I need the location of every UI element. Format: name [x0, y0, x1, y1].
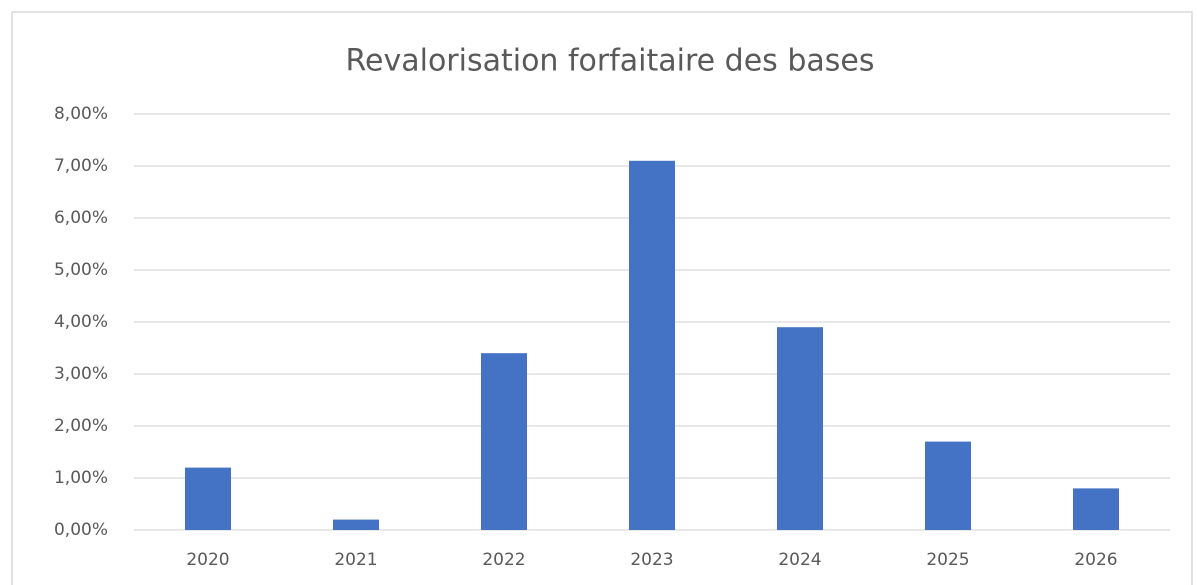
x-tick-label: 2025: [926, 550, 969, 570]
x-tick-label: 2021: [334, 550, 377, 570]
x-tick-label: 2023: [630, 550, 673, 570]
y-tick-label: 1,00%: [54, 468, 108, 488]
bar: [333, 519, 379, 530]
x-tick-label: 2024: [778, 550, 821, 570]
x-tick-label: 2022: [482, 550, 525, 570]
y-tick-label: 2,00%: [54, 416, 108, 436]
y-tick-label: 3,00%: [54, 364, 108, 384]
y-tick-label: 6,00%: [54, 208, 108, 228]
bar: [925, 441, 971, 530]
bar: [185, 467, 231, 530]
x-tick-label: 2020: [186, 550, 229, 570]
y-tick-label: 4,00%: [54, 312, 108, 332]
y-tick-label: 5,00%: [54, 260, 108, 280]
y-tick-label: 0,00%: [54, 520, 108, 540]
bar: [629, 160, 675, 531]
bar: [777, 327, 823, 530]
y-tick-label: 7,00%: [54, 156, 108, 176]
chart-title: Revalorisation forfaitaire des bases: [346, 44, 875, 79]
x-tick-label: 2026: [1074, 550, 1117, 570]
bar: [1073, 488, 1119, 530]
y-tick-label: 8,00%: [54, 104, 108, 124]
bar: [481, 353, 527, 530]
